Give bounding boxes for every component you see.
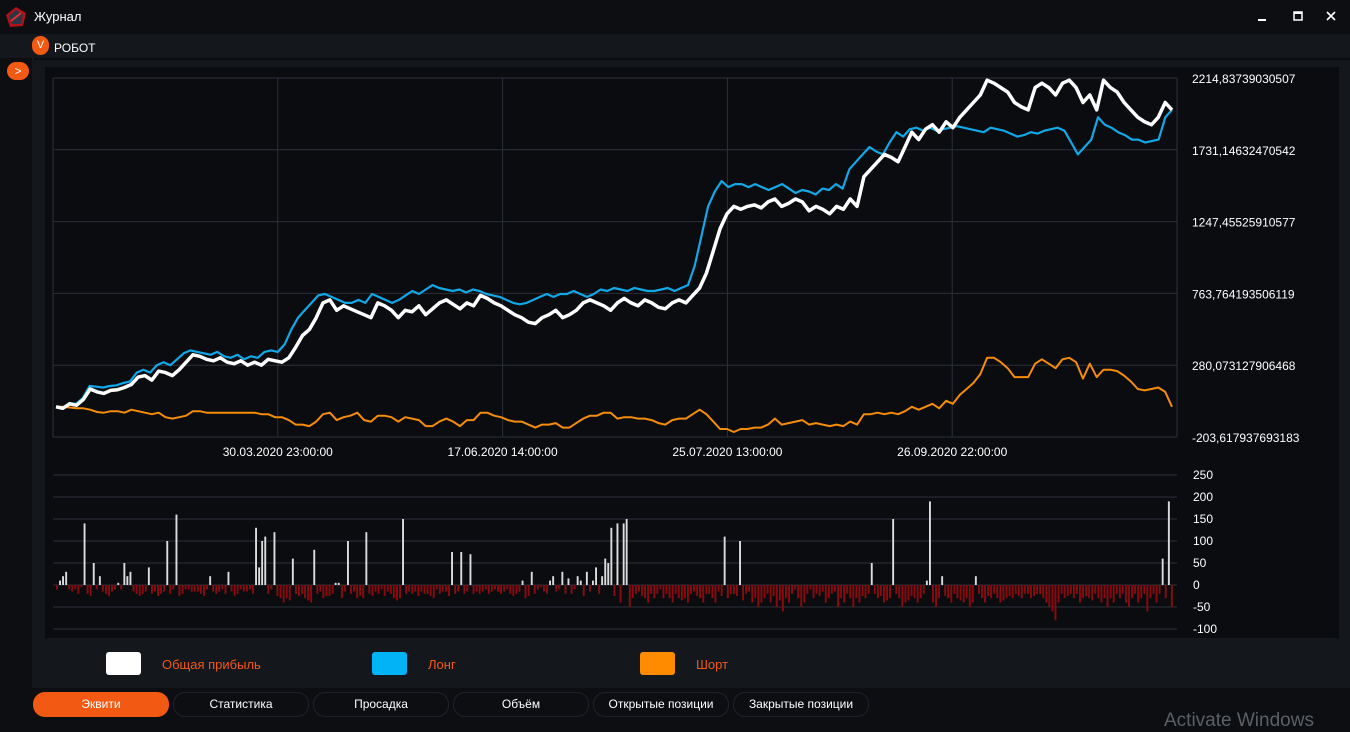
legend-swatch-long: [372, 652, 407, 675]
tab-open-positions[interactable]: Открытые позиции: [593, 692, 729, 717]
robot-badge-button[interactable]: V: [32, 36, 49, 55]
maximize-icon[interactable]: [1287, 6, 1309, 26]
tab-closed-positions[interactable]: Закрытые позиции: [733, 692, 869, 717]
tab-statistics[interactable]: Статистика: [173, 692, 309, 717]
close-icon[interactable]: [1320, 6, 1342, 26]
window-title: Журнал: [34, 9, 82, 24]
tab-volume[interactable]: Объём: [453, 692, 589, 717]
legend-label-long: Лонг: [428, 657, 456, 672]
title-bar: [0, 0, 1350, 34]
tab-drawdown[interactable]: Просадка: [313, 692, 449, 717]
activate-windows-watermark: Activate Windows: [1164, 710, 1314, 731]
legend-swatch-total-profit: [106, 652, 141, 675]
robot-label[interactable]: РОБОТ: [54, 41, 96, 55]
sidebar-toggle-button[interactable]: >: [7, 62, 29, 80]
side-panel: [0, 58, 33, 688]
minimize-icon[interactable]: [1251, 6, 1273, 26]
legend-swatch-short: [640, 652, 675, 675]
legend-label-short: Шорт: [696, 657, 729, 672]
chart-area: [45, 67, 1339, 638]
app-logo-icon: [6, 7, 26, 27]
menu-bar: [0, 34, 1350, 58]
legend-label-total-profit: Общая прибыль: [162, 657, 261, 672]
tab-equity[interactable]: Эквити: [33, 692, 169, 717]
